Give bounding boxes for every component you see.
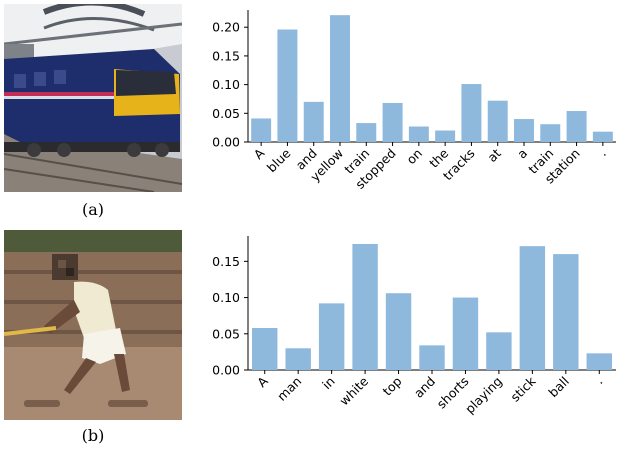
y-tick-label: 0.05: [212, 106, 240, 121]
x-tick-label: top: [380, 373, 405, 398]
y-tick-label: 0.10: [212, 290, 240, 305]
x-tick-label: .: [596, 146, 609, 159]
bar-b-6: [452, 297, 479, 370]
y-tick-label: 0.05: [212, 326, 240, 341]
panel-b-caption: (b): [81, 426, 105, 445]
bar-b-4: [385, 293, 412, 370]
bar-b-3: [352, 243, 378, 370]
y-tick-label: 0.00: [212, 363, 240, 378]
bar-b-1: [285, 348, 311, 370]
batsman-photo: [4, 230, 182, 420]
y-tick-label: 0.15: [212, 48, 240, 63]
bar-b-2: [318, 303, 345, 370]
x-tick-label: man: [274, 374, 304, 404]
x-tick-label: A: [251, 145, 268, 162]
bar-a-2: [303, 101, 324, 142]
bar-b-8: [519, 246, 546, 370]
bar-b-5: [419, 345, 445, 370]
x-tick-label: stick: [507, 373, 539, 405]
y-tick-label: 0.20: [212, 20, 240, 35]
x-tick-label: A: [254, 373, 271, 390]
x-tick-label: at: [484, 145, 504, 165]
bar-a-9: [487, 100, 508, 142]
bar-a-13: [592, 131, 613, 142]
y-tick-label: 0.10: [212, 77, 240, 92]
y-tick-label: 0.00: [212, 135, 240, 150]
bar-a-1: [277, 29, 298, 142]
x-tick-label: white: [336, 373, 371, 408]
bar-a-10: [514, 119, 534, 142]
x-tick-label: .: [592, 374, 605, 387]
train-photo: [4, 4, 182, 192]
bar-a-5: [382, 102, 403, 142]
panel-a-caption: (a): [81, 200, 105, 219]
x-tick-label: on: [403, 146, 425, 168]
bar-a-8: [461, 84, 482, 142]
x-tick-label: playing: [462, 374, 505, 417]
y-tick-label: 0.15: [212, 254, 240, 269]
bar-b-7: [486, 332, 512, 370]
bar-b-9: [553, 254, 579, 370]
bar-a-0: [251, 118, 272, 142]
bar-b-10: [586, 353, 612, 370]
bar-a-12: [566, 111, 587, 142]
x-tick-label: ball: [545, 374, 572, 401]
bar-a-7: [435, 130, 456, 142]
bar-b-0: [252, 327, 278, 370]
x-tick-label: a: [514, 146, 530, 162]
bar-a-11: [540, 124, 561, 142]
x-tick-label: in: [319, 374, 338, 393]
x-tick-label: blue: [264, 145, 294, 175]
bar-a-3: [330, 15, 350, 143]
x-tick-label: and: [411, 374, 438, 401]
bar-a-6: [408, 126, 429, 142]
bar-a-4: [356, 123, 377, 142]
